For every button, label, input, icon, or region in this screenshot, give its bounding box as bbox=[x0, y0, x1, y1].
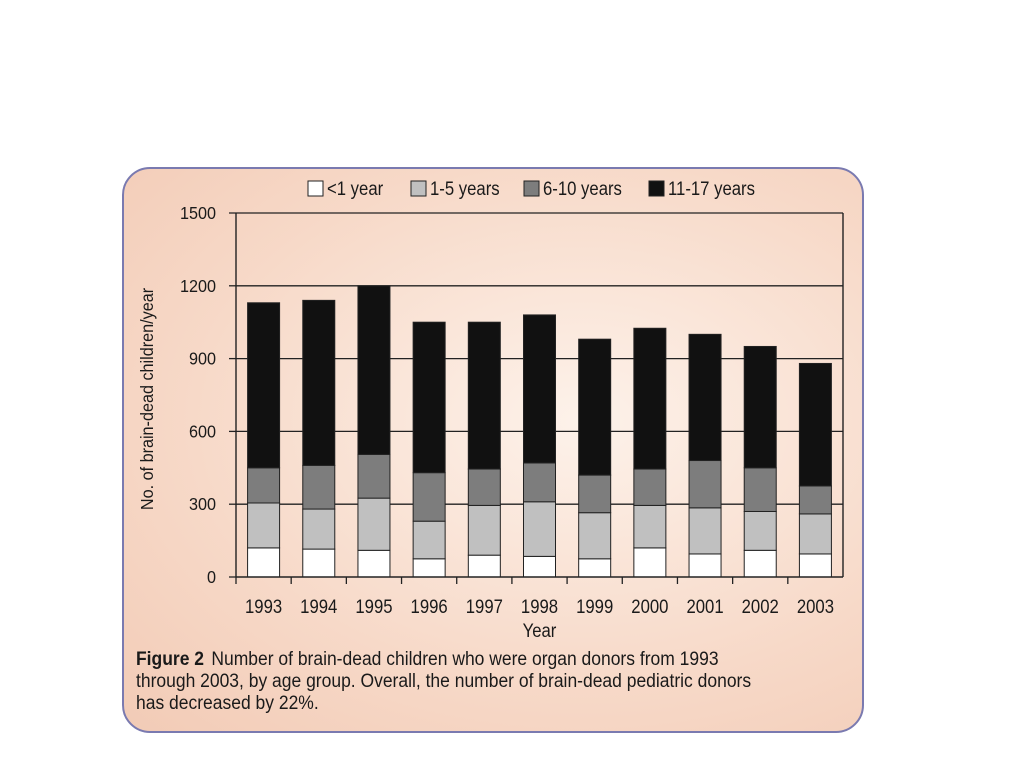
bar-segment bbox=[467, 504, 501, 556]
bar-segment bbox=[798, 513, 832, 555]
x-tick-label: 1997 bbox=[466, 596, 503, 617]
bar-segment bbox=[633, 504, 667, 549]
caption-text: Number of brain-dead children who were o… bbox=[136, 649, 752, 714]
legend-swatch bbox=[410, 180, 427, 197]
legend-label: 1-5 years bbox=[430, 178, 500, 199]
x-tick-label: 1999 bbox=[576, 596, 613, 617]
bar-segment bbox=[798, 553, 832, 578]
bar-segment bbox=[522, 462, 557, 503]
caption-label: Figure 2 bbox=[136, 649, 204, 670]
bar-segment bbox=[633, 468, 667, 506]
y-tick-label: 1500 bbox=[180, 203, 216, 223]
bars bbox=[247, 285, 832, 578]
figure-panel: <1 year 1-5 years 6-10 years 11-17 years 0 3… bbox=[122, 167, 864, 733]
bar-segment bbox=[247, 547, 281, 578]
bar-segment bbox=[412, 321, 446, 474]
legend-label: 6-10 years bbox=[543, 178, 622, 199]
y-tick-label: 1200 bbox=[180, 276, 216, 296]
bar-segment bbox=[578, 512, 612, 560]
bar-segment bbox=[412, 472, 446, 522]
bar-segment bbox=[467, 321, 501, 470]
bar-segment bbox=[743, 510, 777, 551]
y-axis-title: No. of brain-dead children/year bbox=[137, 288, 157, 511]
x-tick-label: 2001 bbox=[686, 596, 723, 617]
figure-caption: Figure 2 Number of brain-dead children wh… bbox=[136, 649, 780, 715]
legend: <1 year 1-5 years 6-10 years 11-17 years bbox=[307, 178, 755, 199]
axes: 0 300 600 900 1200 1500 1993 1994 1995 1996 1997 19… bbox=[137, 203, 844, 639]
bar-segment bbox=[467, 554, 501, 578]
x-tick-label: 2002 bbox=[742, 596, 779, 617]
bar-segment bbox=[688, 507, 722, 555]
bar-segment bbox=[412, 558, 446, 578]
bar-segment bbox=[357, 549, 391, 578]
y-tick-label: 300 bbox=[189, 494, 216, 514]
bar-segment bbox=[302, 508, 336, 550]
bar-segment bbox=[302, 464, 336, 510]
bar-segment bbox=[578, 474, 612, 514]
bar-segment bbox=[798, 485, 832, 515]
x-tick-label: 1998 bbox=[521, 596, 558, 617]
bar-segment bbox=[247, 502, 281, 549]
x-tick-label: 1996 bbox=[411, 596, 448, 617]
x-tick-label: 2003 bbox=[797, 596, 834, 617]
bar-segment bbox=[357, 497, 391, 551]
x-tick-label: 1993 bbox=[245, 596, 282, 617]
legend-swatch bbox=[523, 180, 540, 197]
x-axis-title: Year bbox=[523, 620, 557, 639]
legend-label: 11-17 years bbox=[668, 178, 755, 199]
bar-segment bbox=[743, 549, 777, 578]
bar-segment bbox=[578, 558, 612, 578]
bar-segment bbox=[578, 338, 612, 476]
bar-segment bbox=[688, 460, 722, 509]
bar-segment bbox=[798, 362, 832, 487]
y-tick-label: 0 bbox=[207, 567, 216, 587]
y-tick-label: 600 bbox=[189, 422, 216, 442]
bar-segment bbox=[247, 467, 281, 504]
bar-segment bbox=[302, 548, 336, 578]
bar-segment bbox=[357, 285, 391, 455]
bar-segment bbox=[633, 547, 667, 578]
x-tick-label: 2000 bbox=[631, 596, 668, 617]
bar-segment bbox=[688, 553, 722, 578]
bar-segment bbox=[247, 302, 281, 469]
bar-segment bbox=[302, 299, 336, 466]
bar-segment bbox=[522, 314, 557, 464]
y-tick-label: 900 bbox=[189, 349, 216, 369]
bar-segment bbox=[743, 467, 777, 512]
bar-segment bbox=[412, 520, 446, 560]
legend-swatch bbox=[648, 180, 665, 197]
x-tick-label: 1995 bbox=[355, 596, 392, 617]
bar-segment bbox=[467, 468, 501, 506]
bar-segment bbox=[633, 327, 667, 470]
legend-label: <1 year bbox=[327, 178, 383, 199]
bar-segment bbox=[357, 453, 391, 499]
legend-swatch bbox=[307, 180, 324, 197]
x-tick-label: 1994 bbox=[300, 596, 337, 617]
bar-segment bbox=[522, 555, 557, 578]
stacked-bar-chart: <1 year 1-5 years 6-10 years 11-17 years 0 3… bbox=[137, 178, 844, 639]
bar-segment bbox=[522, 501, 557, 557]
bar-segment bbox=[688, 333, 722, 462]
bar-segment bbox=[743, 345, 777, 469]
